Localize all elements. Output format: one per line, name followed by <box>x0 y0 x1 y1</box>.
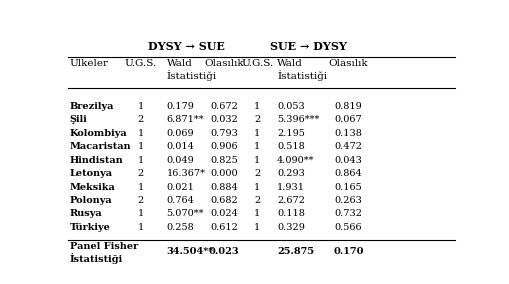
Text: Polonya: Polonya <box>70 196 112 205</box>
Text: 0.293: 0.293 <box>277 169 304 178</box>
Text: 0.672: 0.672 <box>210 102 237 111</box>
Text: 1: 1 <box>254 142 260 151</box>
Text: 0.329: 0.329 <box>277 223 304 232</box>
Text: Wald
İstatistiği: Wald İstatistiği <box>166 59 216 81</box>
Text: Kolombiya: Kolombiya <box>70 129 127 138</box>
Text: 1: 1 <box>137 142 144 151</box>
Text: 0.138: 0.138 <box>334 129 361 138</box>
Text: 2: 2 <box>254 115 260 124</box>
Text: 25.875: 25.875 <box>277 247 314 256</box>
Text: U.G.S.: U.G.S. <box>241 59 273 68</box>
Text: Macaristan: Macaristan <box>70 142 131 151</box>
Text: 0.263: 0.263 <box>334 196 361 205</box>
Text: 5.396***: 5.396*** <box>277 115 319 124</box>
Text: U.G.S.: U.G.S. <box>125 59 157 68</box>
Text: 0.612: 0.612 <box>210 223 237 232</box>
Text: 0.682: 0.682 <box>210 196 237 205</box>
Text: 0.000: 0.000 <box>210 169 237 178</box>
Text: 2: 2 <box>137 169 144 178</box>
Text: 1.931: 1.931 <box>277 183 304 192</box>
Text: Türkiye: Türkiye <box>70 223 110 232</box>
Text: 0.764: 0.764 <box>166 196 194 205</box>
Text: Olasılık: Olasılık <box>204 59 243 68</box>
Text: 0.118: 0.118 <box>277 210 304 218</box>
Text: 1: 1 <box>254 129 260 138</box>
Text: 1: 1 <box>137 210 144 218</box>
Text: 0.732: 0.732 <box>334 210 361 218</box>
Text: Ülkeler: Ülkeler <box>70 59 108 68</box>
Text: 0.472: 0.472 <box>334 142 361 151</box>
Text: SUE → DYSY: SUE → DYSY <box>270 41 347 52</box>
Text: 2.672: 2.672 <box>277 196 304 205</box>
Text: 4.090**: 4.090** <box>277 156 314 165</box>
Text: 0.024: 0.024 <box>210 210 237 218</box>
Text: 0.043: 0.043 <box>334 156 361 165</box>
Text: 0.032: 0.032 <box>210 115 237 124</box>
Text: DYSY → SUE: DYSY → SUE <box>148 41 224 52</box>
Text: 1: 1 <box>137 183 144 192</box>
Text: 0.179: 0.179 <box>166 102 194 111</box>
Text: 2: 2 <box>254 169 260 178</box>
Text: 0.023: 0.023 <box>208 247 239 256</box>
Text: 0.258: 0.258 <box>166 223 194 232</box>
Text: 1: 1 <box>137 102 144 111</box>
Text: Wald
İstatistiği: Wald İstatistiği <box>277 59 327 81</box>
Text: 5.070**: 5.070** <box>166 210 204 218</box>
Text: 1: 1 <box>254 156 260 165</box>
Text: 0.170: 0.170 <box>332 247 363 256</box>
Text: Olasılık: Olasılık <box>328 59 367 68</box>
Text: 0.049: 0.049 <box>166 156 194 165</box>
Text: 2.195: 2.195 <box>277 129 304 138</box>
Text: 0.884: 0.884 <box>210 183 237 192</box>
Text: 2: 2 <box>137 115 144 124</box>
Text: 0.067: 0.067 <box>334 115 361 124</box>
Text: 1: 1 <box>254 102 260 111</box>
Text: 2: 2 <box>254 196 260 205</box>
Text: 0.793: 0.793 <box>210 129 237 138</box>
Text: 0.069: 0.069 <box>166 129 194 138</box>
Text: 0.825: 0.825 <box>210 156 237 165</box>
Text: 0.053: 0.053 <box>277 102 304 111</box>
Text: Panel Fisher
İstatistiği: Panel Fisher İstatistiği <box>70 242 137 264</box>
Text: 34.504**: 34.504** <box>166 247 213 256</box>
Text: 16.367*: 16.367* <box>166 169 205 178</box>
Text: Brezilya: Brezilya <box>70 102 114 111</box>
Text: 1: 1 <box>137 223 144 232</box>
Text: 1: 1 <box>254 223 260 232</box>
Text: 6.871**: 6.871** <box>166 115 204 124</box>
Text: 1: 1 <box>137 156 144 165</box>
Text: 0.021: 0.021 <box>166 183 194 192</box>
Text: 1: 1 <box>254 183 260 192</box>
Text: 0.906: 0.906 <box>210 142 237 151</box>
Text: 0.165: 0.165 <box>334 183 361 192</box>
Text: 0.864: 0.864 <box>334 169 361 178</box>
Text: 1: 1 <box>254 210 260 218</box>
Text: 0.566: 0.566 <box>334 223 361 232</box>
Text: Hindistan: Hindistan <box>70 156 123 165</box>
Text: Meksika: Meksika <box>70 183 116 192</box>
Text: 0.014: 0.014 <box>166 142 194 151</box>
Text: Letonya: Letonya <box>70 169 112 178</box>
Text: 0.518: 0.518 <box>277 142 304 151</box>
Text: 0.819: 0.819 <box>334 102 361 111</box>
Text: Rusya: Rusya <box>70 210 102 218</box>
Text: 2: 2 <box>137 196 144 205</box>
Text: Şili: Şili <box>70 115 88 124</box>
Text: 1: 1 <box>137 129 144 138</box>
